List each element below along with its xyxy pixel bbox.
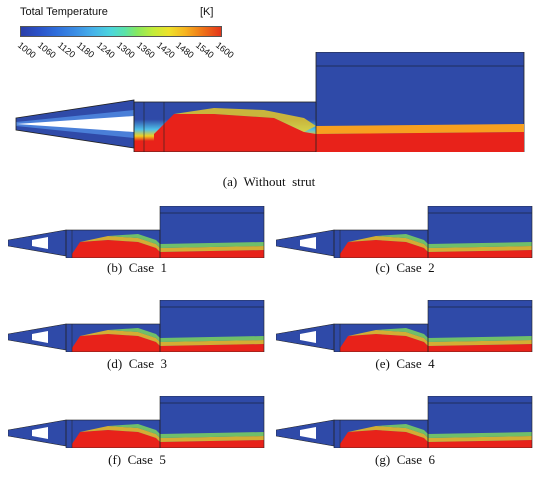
contour-plot-d <box>8 300 265 352</box>
temperature-colorbar <box>20 26 222 37</box>
contour-panel-b <box>8 206 266 258</box>
contour-panel-e <box>276 300 534 352</box>
contour-plot-b <box>8 206 265 258</box>
legend-title: Total Temperature <box>20 6 108 18</box>
contour-plot-g <box>276 396 533 448</box>
contour-plot-c <box>276 206 533 258</box>
contour-panel-c <box>276 206 534 258</box>
caption-e: (e) Case 4 <box>375 356 435 371</box>
contour-panel-g <box>276 396 534 448</box>
caption-f: (f) Case 5 <box>108 452 166 467</box>
contour-panel-f <box>8 396 266 448</box>
caption-g: (g) Case 6 <box>375 452 435 467</box>
contour-panel-d <box>8 300 266 352</box>
contour-plot-f <box>8 396 265 448</box>
contour-plot-a <box>15 52 525 152</box>
caption-d: (d) Case 3 <box>107 356 167 371</box>
contour-panel-a <box>14 52 526 152</box>
legend-unit: [K] <box>200 6 214 18</box>
caption-a: (a) Without strut <box>222 174 316 189</box>
contour-plot-e <box>276 300 533 352</box>
caption-c: (c) Case 2 <box>375 260 435 275</box>
caption-b: (b) Case 1 <box>107 260 167 275</box>
